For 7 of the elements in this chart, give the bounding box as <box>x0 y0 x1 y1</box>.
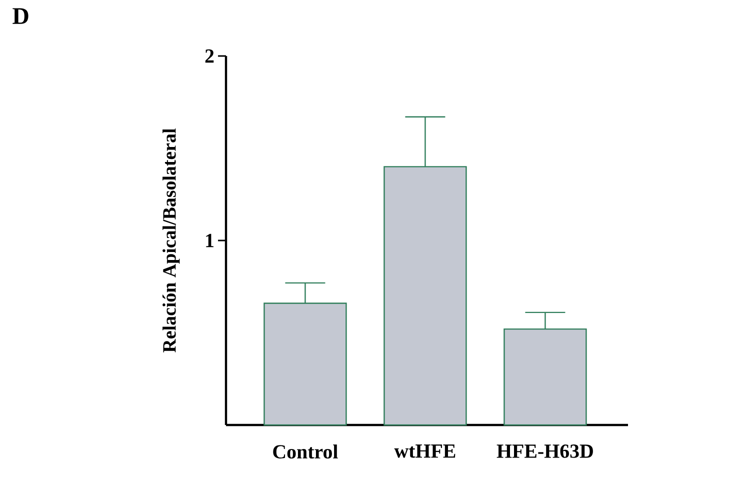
x-tick-label: Control <box>273 444 338 459</box>
x-tick-label: HFE-H63D <box>496 444 593 458</box>
x-tick-label: wtHFE <box>394 444 456 458</box>
text: D <box>12 8 28 24</box>
y-tick-label: 1 <box>206 234 214 248</box>
y-axis-title: Relación Apical/Basolateral <box>162 128 180 352</box>
y-tick-label: 2 <box>205 49 214 63</box>
